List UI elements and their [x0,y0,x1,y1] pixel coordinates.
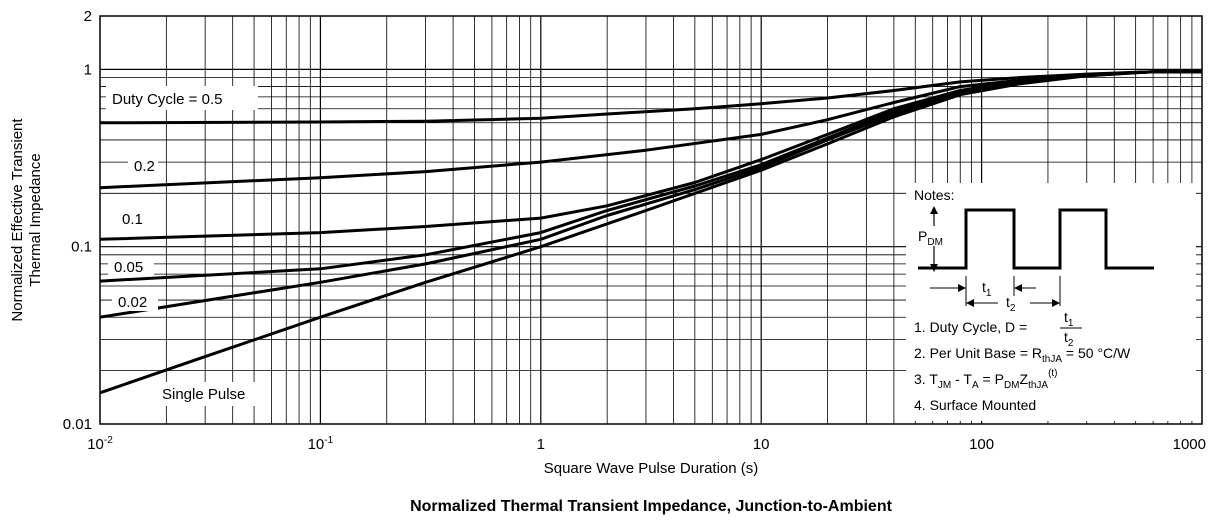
x-tick-label-3: 10 [753,436,770,453]
plot-frame [99,15,1203,425]
t1-label-base: t [982,279,986,295]
pdm-label-sub: DM [927,237,943,248]
t1-label-sub: 1 [986,288,992,299]
t2-label-sub: 2 [1010,303,1016,314]
y-tick-labels: 0.01 0.1 1 2 [63,8,92,433]
series-label-bg-0 [106,86,258,110]
pdm-label-bg [916,226,954,246]
pulse-waveform [918,208,1154,270]
note-1-denominator-sub: 2 [1068,338,1074,349]
note-1-numerator-base: t [1064,309,1068,325]
note-1: 1. Duty Cycle, D = [914,319,1027,335]
notes-box: Notes: PDM t1 t2 1. Duty Cycle, D = t1 t… [906,183,1196,421]
t2-arrow-right-head [1052,299,1060,307]
y-tick-label-2: 1 [84,61,92,78]
note-3-d-sub: thJA [1028,380,1048,391]
note-3-b-sub: A [972,380,979,391]
x-tick-exponent-0: -2 [104,435,113,446]
t2-label-base: t [1006,294,1010,310]
series-label-3: 0.05 [114,259,143,276]
note-3: 3. TJM - TA = PDMZthJA(t) [914,368,1058,391]
series-label-bg-4 [112,291,158,311]
x-tick-label-0: 10-2 [87,435,113,453]
y-tick-label-1: 0.1 [71,239,92,256]
note-2: 2. Per Unit Base = RthJA = 50 °C/W [914,345,1131,365]
series-line-1 [99,70,1202,190]
note-3-sup: (t) [1048,368,1057,379]
t2-label: t2 [1006,294,1016,314]
t2-arrow-left-head [966,299,974,307]
pdm-label-base: P [918,228,927,244]
y-tick-label-3: 2 [84,8,92,25]
note-2-tail: = 50 °C/W [1062,345,1131,361]
pdm-arrow-head-down [930,264,938,272]
notes-background [906,183,1196,421]
t1-label: t1 [982,279,992,299]
series-label-4: 0.02 [118,294,147,311]
series-line-5 [99,70,1202,395]
note-2-text: 2. Per Unit Base = R [914,345,1042,361]
series-label-bg-5 [156,382,268,406]
note-3-b: - T [951,371,972,387]
note-1-numerator-sub: 1 [1068,318,1074,329]
y-tick-label-0: 0.01 [63,416,92,433]
notes-heading: Notes: [914,187,954,203]
series-label-1: 0.2 [134,158,155,175]
note-3-a: 3. T [914,371,938,387]
pdm-arrow-head-up [930,206,938,214]
t1-arrow-right-head [1014,284,1022,292]
x-tick-base-0: 10 [87,436,104,453]
x-tick-label-4: 100 [969,436,994,453]
note-3-a-sub: JM [938,380,951,391]
note-1-numerator: t1 [1064,309,1074,329]
note-2-sub: thJA [1042,354,1062,365]
x-tick-base-1: 10 [308,436,325,453]
x-tick-exponent-1: -1 [324,435,333,446]
note-1-denominator-base: t [1064,329,1068,345]
series-label-bg-3 [108,256,154,276]
series-labels: Duty Cycle = 0.5 0.2 0.1 0.05 0.02 Singl… [106,86,268,406]
note-3-c-sub: DM [1004,380,1020,391]
series-layer [99,70,1202,395]
series-label-0: Duty Cycle = 0.5 [112,91,222,108]
x-tick-label-5: 1000 [1173,436,1206,453]
y-axis-label-line-2: Thermal Impedance [27,153,44,286]
t1-arrow-left-head [958,284,966,292]
x-tick-labels: 10-2 10-1 1 10 100 1000 [87,435,1206,453]
note-3-d: Z [1020,371,1029,387]
series-label-bg-2 [112,208,152,230]
x-tick-label-2: 1 [537,436,545,453]
series-label-5: Single Pulse [162,386,245,403]
note-1-denominator: t2 [1064,329,1074,349]
series-label-2: 0.1 [122,211,143,228]
chart-caption: Normalized Thermal Transient Impedance, … [410,498,893,515]
x-tick-label-1: 10-1 [308,435,334,453]
y-axis-label-line-1: Normalized Effective Transient [9,118,26,322]
note-4: 4. Surface Mounted [914,397,1036,413]
x-axis-label: Square Wave Pulse Duration (s) [544,460,759,477]
pdm-label: PDM [918,228,943,248]
note-3-c: = P [979,371,1004,387]
series-label-bg-1 [128,154,158,176]
